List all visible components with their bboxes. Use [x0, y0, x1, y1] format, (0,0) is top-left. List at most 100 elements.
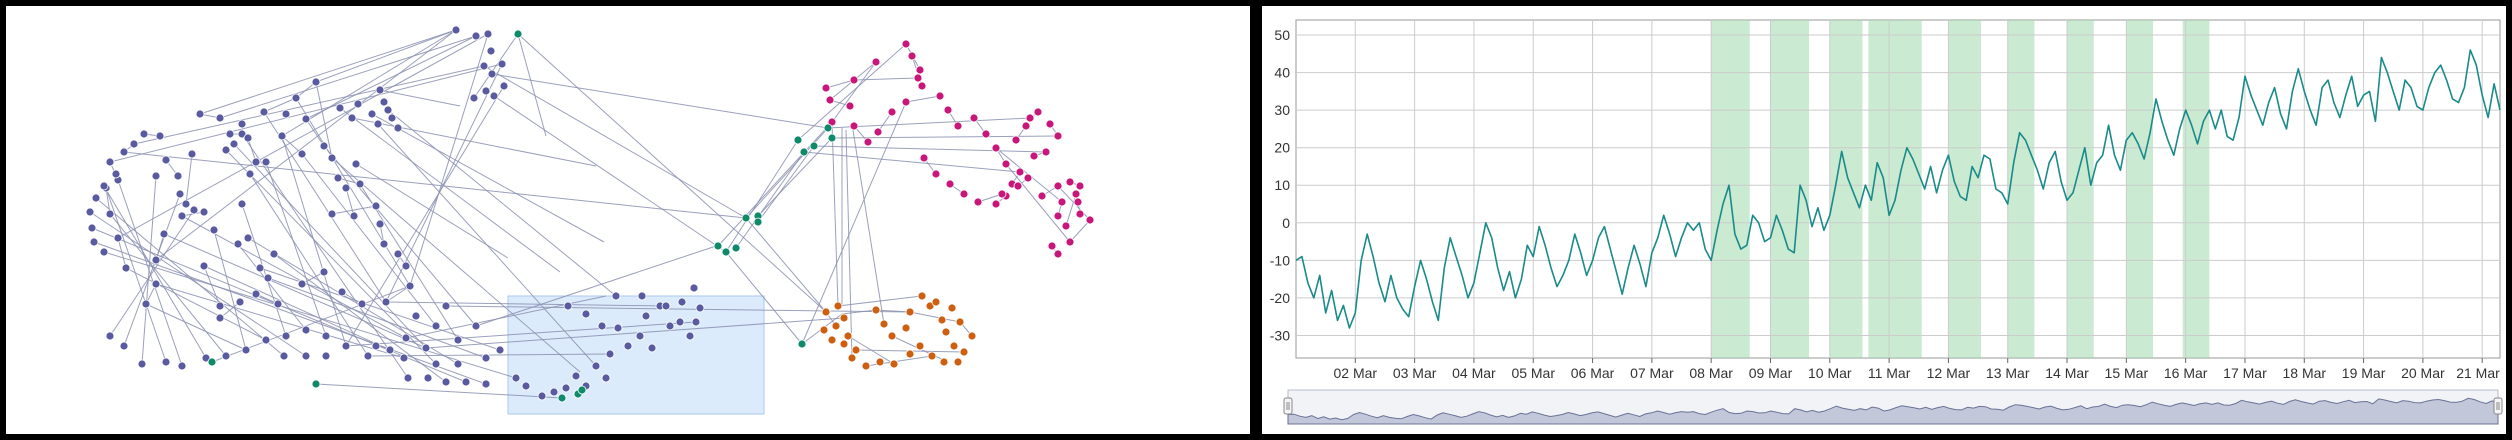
- orange-node[interactable]: [819, 325, 829, 335]
- purple-node[interactable]: [611, 291, 621, 301]
- green-node[interactable]: [753, 217, 763, 227]
- purple-node[interactable]: [471, 321, 481, 331]
- purple-node[interactable]: [291, 93, 301, 103]
- magenta-node[interactable]: [845, 101, 855, 111]
- magenta-node[interactable]: [863, 137, 873, 147]
- purple-node[interactable]: [161, 155, 171, 165]
- magenta-node[interactable]: [997, 189, 1007, 199]
- magenta-node[interactable]: [825, 95, 835, 105]
- purple-node[interactable]: [549, 387, 559, 397]
- purple-node[interactable]: [489, 91, 499, 101]
- green-node[interactable]: [731, 243, 741, 253]
- orange-node[interactable]: [915, 341, 925, 351]
- purple-node[interactable]: [665, 321, 675, 331]
- purple-node[interactable]: [121, 263, 131, 273]
- green-node[interactable]: [823, 123, 833, 133]
- purple-node[interactable]: [159, 229, 169, 239]
- purple-node[interactable]: [269, 249, 279, 259]
- green-node[interactable]: [827, 133, 837, 143]
- purple-node[interactable]: [187, 149, 197, 159]
- orange-node[interactable]: [959, 347, 969, 357]
- purple-node[interactable]: [385, 345, 395, 355]
- purple-node[interactable]: [335, 103, 345, 113]
- purple-node[interactable]: [637, 291, 647, 301]
- magenta-node[interactable]: [1029, 151, 1039, 161]
- purple-node[interactable]: [337, 287, 347, 297]
- purple-node[interactable]: [481, 379, 491, 389]
- purple-node[interactable]: [99, 247, 109, 257]
- purple-node[interactable]: [251, 157, 261, 167]
- magenta-node[interactable]: [873, 127, 883, 137]
- purple-node[interactable]: [641, 311, 651, 321]
- purple-node[interactable]: [319, 141, 329, 151]
- purple-node[interactable]: [311, 77, 321, 87]
- purple-node[interactable]: [401, 261, 411, 271]
- purple-node[interactable]: [401, 333, 411, 343]
- magenta-node[interactable]: [1071, 189, 1081, 199]
- green-node[interactable]: [577, 385, 587, 395]
- magenta-node[interactable]: [991, 143, 1001, 153]
- purple-node[interactable]: [225, 129, 235, 139]
- purple-node[interactable]: [105, 157, 115, 167]
- purple-node[interactable]: [87, 223, 97, 233]
- purple-node[interactable]: [177, 361, 187, 371]
- orange-node[interactable]: [839, 313, 849, 323]
- purple-node[interactable]: [277, 131, 287, 141]
- magenta-node[interactable]: [931, 169, 941, 179]
- purple-node[interactable]: [347, 113, 357, 123]
- navigator-left-handle[interactable]: [1283, 397, 1293, 415]
- purple-node[interactable]: [431, 359, 441, 369]
- magenta-node[interactable]: [1045, 119, 1055, 129]
- magenta-node[interactable]: [1061, 221, 1071, 231]
- orange-node[interactable]: [953, 357, 963, 367]
- green-node[interactable]: [809, 141, 819, 151]
- purple-node[interactable]: [379, 97, 389, 107]
- green-node[interactable]: [557, 393, 567, 403]
- green-node[interactable]: [721, 247, 731, 257]
- purple-node[interactable]: [319, 267, 329, 277]
- purple-node[interactable]: [119, 147, 129, 157]
- purple-node[interactable]: [431, 321, 441, 331]
- purple-node[interactable]: [89, 237, 99, 247]
- magenta-node[interactable]: [991, 199, 1001, 209]
- orange-node[interactable]: [875, 357, 885, 367]
- time-series-chart[interactable]: 50 40 30 20 10 0 -10 -20 -30 02 Mar 03 Mar 04 Mar 05…: [1262, 6, 2506, 434]
- purple-node[interactable]: [561, 383, 571, 393]
- purple-node[interactable]: [597, 321, 607, 331]
- purple-node[interactable]: [251, 289, 261, 299]
- purple-node[interactable]: [387, 113, 397, 123]
- purple-node[interactable]: [113, 233, 123, 243]
- magenta-node[interactable]: [1065, 237, 1075, 247]
- magenta-node[interactable]: [1053, 131, 1063, 141]
- orange-node[interactable]: [831, 321, 841, 331]
- magenta-node[interactable]: [1053, 249, 1063, 259]
- purple-node[interactable]: [221, 351, 231, 361]
- orange-node[interactable]: [839, 339, 849, 349]
- magenta-node[interactable]: [1013, 181, 1023, 191]
- purple-node[interactable]: [353, 99, 363, 109]
- purple-node[interactable]: [399, 353, 409, 363]
- orange-node[interactable]: [931, 297, 941, 307]
- purple-node[interactable]: [371, 341, 381, 351]
- purple-node[interactable]: [281, 331, 291, 341]
- purple-node[interactable]: [393, 123, 403, 133]
- purple-node[interactable]: [675, 317, 685, 327]
- purple-node[interactable]: [261, 157, 271, 167]
- magenta-node[interactable]: [1047, 241, 1057, 251]
- orange-node[interactable]: [927, 351, 937, 361]
- magenta-node[interactable]: [821, 83, 831, 93]
- purple-node[interactable]: [371, 201, 381, 211]
- orange-node[interactable]: [887, 331, 897, 341]
- purple-node[interactable]: [199, 261, 209, 271]
- orange-node[interactable]: [905, 349, 915, 359]
- purple-node[interactable]: [173, 171, 183, 181]
- purple-node[interactable]: [661, 301, 671, 311]
- purple-node[interactable]: [273, 299, 283, 309]
- orange-node[interactable]: [947, 303, 957, 313]
- magenta-node[interactable]: [827, 117, 837, 127]
- magenta-node[interactable]: [959, 189, 969, 199]
- purple-node[interactable]: [563, 301, 573, 311]
- orange-node[interactable]: [833, 301, 843, 311]
- purple-node[interactable]: [383, 105, 393, 115]
- magenta-node[interactable]: [1053, 181, 1063, 191]
